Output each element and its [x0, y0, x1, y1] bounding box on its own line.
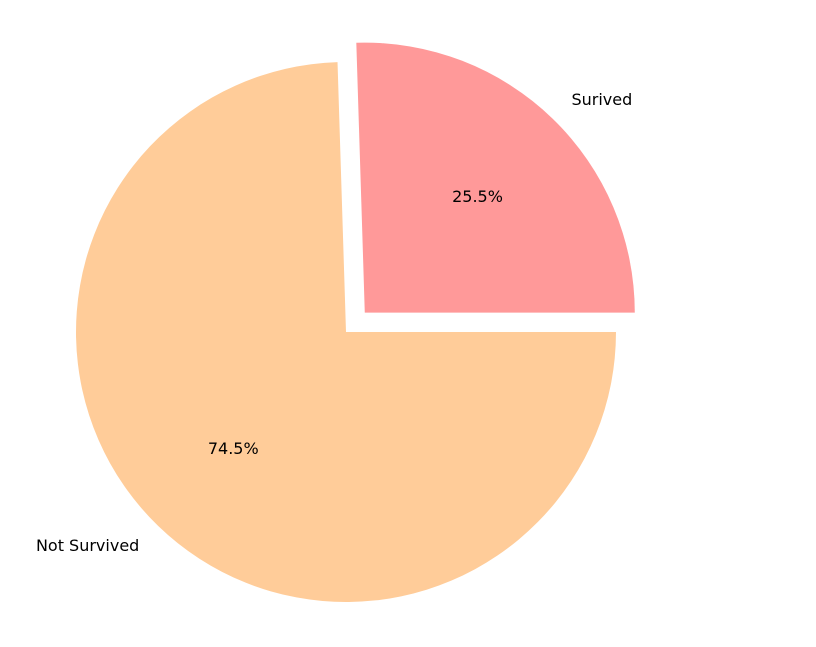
pie-category-label-1: Not Survived	[36, 536, 139, 555]
pie-labels: 25.5% Surived 74.5% Not Survived	[36, 90, 632, 555]
pie-pct-label-1: 74.5%	[208, 439, 259, 458]
pie-category-label-0: Surived	[571, 90, 632, 109]
pie-slice-1	[76, 62, 617, 602]
pie-slice-0	[356, 42, 635, 313]
pie-pct-label-0: 25.5%	[452, 187, 503, 206]
pie-slices	[76, 42, 635, 602]
